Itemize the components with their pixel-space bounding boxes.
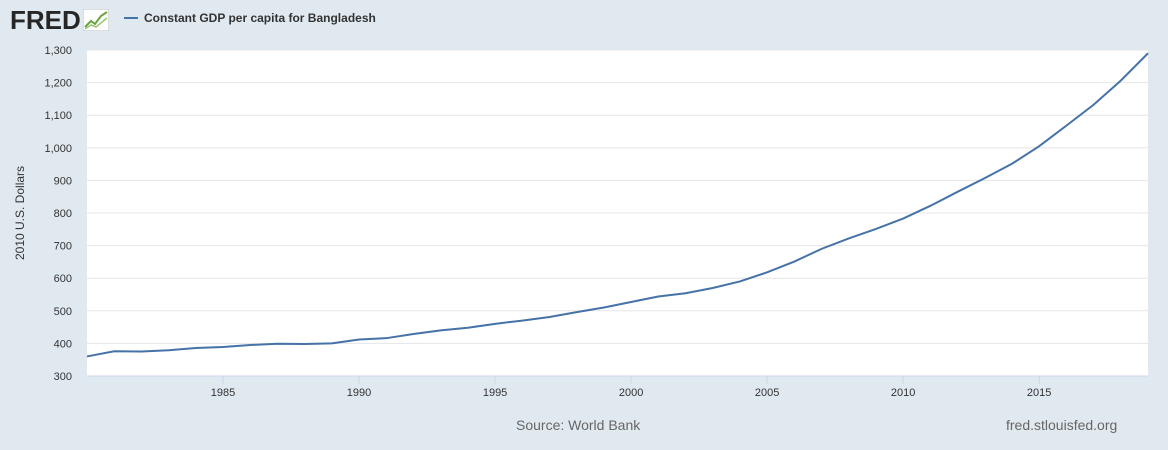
- y-axis-title: 2010 U.S. Dollars: [13, 166, 27, 260]
- x-tick-label: 2010: [891, 387, 915, 399]
- data-point[interactable]: [1117, 77, 1125, 85]
- y-tick-label: 1,200: [44, 78, 72, 90]
- source-note: Source: World Bank: [516, 417, 641, 433]
- fred-chart-mark-icon: [82, 9, 109, 31]
- data-point[interactable]: [627, 298, 635, 306]
- data-point[interactable]: [437, 326, 445, 334]
- x-tick-label: 1985: [211, 387, 235, 399]
- x-tick-label: 2000: [619, 387, 643, 399]
- data-point[interactable]: [409, 330, 417, 338]
- data-point[interactable]: [1090, 101, 1098, 109]
- data-point[interactable]: [273, 340, 281, 348]
- data-point[interactable]: [736, 277, 744, 285]
- data-point[interactable]: [709, 284, 717, 292]
- data-point[interactable]: [573, 308, 581, 316]
- data-point[interactable]: [954, 188, 962, 196]
- x-tick-label: 2015: [1027, 387, 1051, 399]
- data-point[interactable]: [192, 344, 200, 352]
- data-point[interactable]: [1062, 122, 1070, 130]
- y-axis: 300 400 500 600 700 800 900 1,000 1,100 1,200 1,30…: [44, 45, 72, 383]
- data-point[interactable]: [137, 348, 145, 356]
- y-tick-label: 500: [54, 306, 72, 318]
- data-point[interactable]: [110, 347, 118, 355]
- data-point[interactable]: [790, 258, 798, 266]
- legend-swatch: [124, 17, 138, 19]
- data-point[interactable]: [491, 320, 499, 328]
- series-line[interactable]: [86, 52, 1149, 358]
- data-point[interactable]: [328, 339, 336, 347]
- data-point[interactable]: [301, 340, 309, 348]
- x-tick-label: 1995: [483, 387, 507, 399]
- x-tick-label: 2005: [755, 387, 779, 399]
- data-point[interactable]: [682, 289, 690, 297]
- data-point[interactable]: [355, 335, 363, 343]
- data-point[interactable]: [165, 346, 173, 354]
- y-tick-label: 800: [54, 208, 72, 220]
- legend-label: Constant GDP per capita for Bangladesh: [144, 11, 376, 25]
- data-point[interactable]: [382, 334, 390, 342]
- data-point[interactable]: [545, 313, 553, 321]
- data-point[interactable]: [845, 234, 853, 242]
- data-point[interactable]: [1035, 142, 1043, 150]
- x-axis: 1985 1990 1995 2000 2005 2010 2015: [87, 375, 1148, 399]
- data-point[interactable]: [1008, 160, 1016, 168]
- y-tick-label: 600: [54, 273, 72, 285]
- data-point[interactable]: [818, 245, 826, 253]
- data-point[interactable]: [464, 324, 472, 332]
- data-point[interactable]: [246, 341, 254, 349]
- data-point[interactable]: [600, 304, 608, 312]
- y-tick-label: 1,300: [44, 45, 72, 57]
- data-point[interactable]: [981, 174, 989, 182]
- y-tick-label: 700: [54, 241, 72, 253]
- data-point[interactable]: [518, 317, 526, 325]
- site-credit[interactable]: fred.stlouisfed.org: [1006, 417, 1118, 433]
- data-point[interactable]: [219, 343, 227, 351]
- data-point[interactable]: [763, 268, 771, 276]
- data-point[interactable]: [872, 225, 880, 233]
- y-tick-label: 900: [54, 175, 72, 187]
- x-tick-label: 1990: [347, 387, 371, 399]
- y-tick-label: 1,000: [44, 143, 72, 155]
- legend[interactable]: Constant GDP per capita for Bangladesh: [124, 11, 376, 25]
- y-tick-label: 400: [54, 338, 72, 350]
- data-point[interactable]: [654, 292, 662, 300]
- data-point[interactable]: [1144, 49, 1152, 57]
- data-point[interactable]: [926, 202, 934, 210]
- y-tick-label: 300: [54, 371, 72, 383]
- data-point[interactable]: [899, 215, 907, 223]
- fred-logo[interactable]: FRED: [10, 5, 81, 35]
- y-tick-label: 1,100: [44, 110, 72, 122]
- header: FRED: [10, 6, 109, 34]
- data-point[interactable]: [83, 352, 91, 360]
